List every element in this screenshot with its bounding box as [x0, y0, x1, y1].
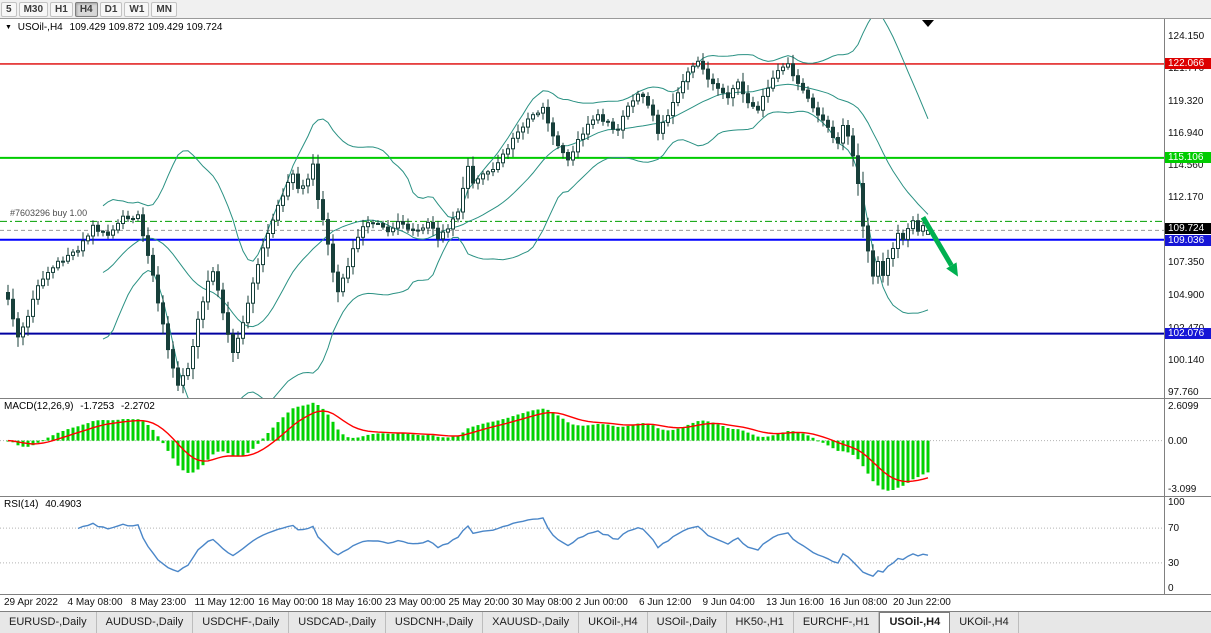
macd-scale-label: 0.00 — [1168, 435, 1188, 447]
price-axis: 124.150121.770119.320116.940114.560112.1… — [1164, 19, 1211, 398]
symbol-tab-usdcnh-daily[interactable]: USDCNH-,Daily — [386, 612, 484, 633]
timeframe-button-5[interactable]: 5 — [1, 1, 17, 17]
rsi-label: RSI(14) 40.4903 — [4, 499, 85, 510]
time-axis-label: 29 Apr 2022 — [4, 597, 58, 608]
time-axis-label: 23 May 00:00 — [385, 597, 446, 608]
price-badge: 109.724 — [1165, 222, 1211, 234]
price-tick: 119.320 — [1168, 96, 1204, 107]
time-axis-label: 13 Jun 16:00 — [766, 597, 824, 608]
symbol-tab-eurusd-daily[interactable]: EURUSD-,Daily — [0, 612, 97, 633]
macd-label: MACD(12,26,9) -1.7253 -2.2702 — [4, 401, 159, 412]
timeframe-button-m30[interactable]: M30 — [18, 1, 49, 17]
macd-scale-label: -3.099 — [1168, 484, 1197, 495]
macd-panel[interactable]: MACD(12,26,9) -1.7253 -2.2702 2.6099 0.00… — [0, 398, 1211, 496]
time-axis-label: 30 May 08:00 — [512, 597, 573, 608]
symbol-tab-xauusd-daily[interactable]: XAUUSD-,Daily — [483, 612, 580, 633]
chart-legend: ▼ USOil-,H4 109.429 109.872 109.429 109.… — [5, 22, 222, 33]
main-chart-panel[interactable]: ▼ USOil-,H4 109.429 109.872 109.429 109.… — [0, 19, 1211, 398]
price-tick: 100.140 — [1168, 354, 1205, 366]
symbol-tab-ukoil-h4[interactable]: UKOil-,H4 — [579, 612, 648, 633]
rsi-scale-label: 70 — [1168, 523, 1180, 535]
rsi-chart[interactable] — [0, 497, 1164, 594]
time-axis-label: 4 May 08:00 — [67, 597, 123, 608]
macd-axis: 2.6099 0.00 -3.099 — [1164, 399, 1211, 496]
open-trade-label: #7603296 buy 1.00 — [10, 208, 88, 219]
symbol-tab-audusd-daily[interactable]: AUDUSD-,Daily — [97, 612, 194, 633]
time-axis-label: 25 May 20:00 — [448, 597, 510, 608]
legend-symbol: USOil-,H4 — [17, 22, 63, 33]
timeframe-button-h1[interactable]: H1 — [50, 1, 73, 17]
price-tick: 114.560 — [1168, 160, 1204, 172]
rsi-axis: 100 70 30 0 — [1164, 497, 1211, 594]
time-axis-label: 16 Jun 08:00 — [829, 597, 888, 608]
time-axis-label: 2 Jun 00:00 — [575, 597, 628, 608]
rsi-scale-label: 100 — [1168, 497, 1185, 508]
time-axis-label: 18 May 16:00 — [321, 597, 383, 608]
rsi-scale-label: 30 — [1168, 557, 1180, 569]
price-badge: 115.106 — [1165, 152, 1211, 164]
price-tick: 124.150 — [1168, 30, 1205, 42]
price-badge: 122.066 — [1165, 58, 1211, 70]
rsi-name: RSI(14) — [4, 499, 39, 510]
time-axis-label: 20 Jun 22:00 — [893, 597, 951, 608]
macd-name: MACD(12,26,9) — [4, 401, 74, 412]
price-tick: 112.170 — [1168, 192, 1204, 204]
symbol-tab-ukoil-h4[interactable]: UKOil-,H4 — [950, 612, 1019, 633]
time-axis-label: 11 May 12:00 — [194, 597, 255, 608]
price-tick: 97.760 — [1168, 386, 1199, 398]
symbol-tab-usdcad-daily[interactable]: USDCAD-,Daily — [289, 612, 386, 633]
rsi-scale-label: 0 — [1168, 583, 1174, 594]
macd-chart[interactable] — [0, 399, 1164, 496]
time-axis-label: 9 Jun 04:00 — [702, 597, 755, 608]
chevron-down-icon: ▼ — [5, 24, 12, 31]
rsi-value: 40.4903 — [45, 499, 82, 510]
timeframe-button-mn[interactable]: MN — [151, 1, 177, 17]
timeframe-button-d1[interactable]: D1 — [99, 1, 123, 17]
macd-value-signal: -2.2702 — [120, 401, 155, 412]
symbol-tab-usoil-h4[interactable]: USOil-,H4 — [879, 612, 951, 633]
timeframe-button-h4[interactable]: H4 — [74, 1, 98, 17]
timeframe-toolbar: 5 M30 H1 H4 D1 W1 MN — [0, 0, 1211, 19]
timeframe-button-w1[interactable]: W1 — [124, 1, 150, 17]
price-tick: 104.900 — [1168, 290, 1205, 302]
candlestick-chart[interactable] — [0, 19, 1164, 398]
symbol-tab-usdchf-daily[interactable]: USDCHF-,Daily — [193, 612, 290, 633]
time-axis: 29 Apr 2022 4 May 08:00 8 May 23:00 11 May … — [0, 594, 1211, 611]
macd-value-main: -1.7253 — [80, 401, 115, 412]
price-tick: 107.350 — [1168, 257, 1205, 269]
price-tick: 116.940 — [1168, 128, 1204, 140]
rsi-panel[interactable]: RSI(14) 40.4903 100 70 30 0 — [0, 496, 1211, 594]
time-axis-label: 8 May 23:00 — [131, 597, 187, 608]
symbol-tab-hk50-h1[interactable]: HK50-,H1 — [727, 612, 794, 633]
price-badge: 109.036 — [1165, 235, 1211, 247]
macd-scale-label: 2.6099 — [1168, 401, 1199, 412]
time-axis-label: 16 May 00:00 — [258, 597, 319, 608]
symbol-tab-eurchf-h1[interactable]: EURCHF-,H1 — [794, 612, 880, 633]
price-badge: 102.076 — [1165, 328, 1211, 340]
symbol-tab-bar: EURUSD-,Daily AUDUSD-,Daily USDCHF-,Daily U… — [0, 611, 1211, 633]
symbol-tab-usoil-daily[interactable]: USOil-,Daily — [648, 612, 727, 633]
time-axis-label: 6 Jun 12:00 — [639, 597, 692, 608]
legend-ohlc: 109.429 109.872 109.429 109.724 — [69, 22, 223, 33]
